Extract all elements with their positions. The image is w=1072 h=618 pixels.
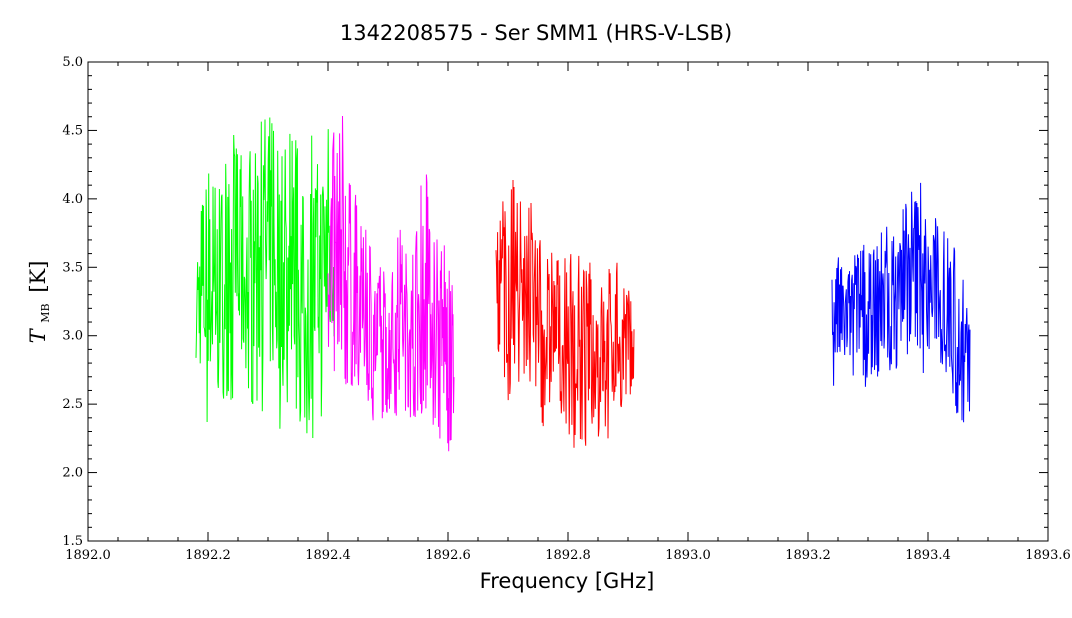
x-tick-label: 1892.0 <box>65 548 111 563</box>
y-tick-label: 5.0 <box>62 55 83 70</box>
y-tick-label: 1.5 <box>62 534 83 549</box>
x-tick-label: 1893.6 <box>1025 548 1071 563</box>
y-axis-label-main: T <box>26 327 50 343</box>
svg-text:T MB [K]: T MB [K] <box>26 261 54 344</box>
spectrum-series-3 <box>495 179 635 448</box>
y-tick-label: 3.0 <box>62 329 83 344</box>
x-tick-label: 1892.4 <box>305 548 351 563</box>
spectrum-series-2 <box>327 115 455 452</box>
x-tick-label: 1892.2 <box>185 548 231 563</box>
y-tick-label: 2.0 <box>62 466 83 481</box>
y-tick-label: 2.5 <box>62 397 83 412</box>
y-tick-label: 3.5 <box>62 260 83 275</box>
y-axis-label-unit: [K] <box>26 261 50 293</box>
y-tick-label: 4.0 <box>62 192 83 207</box>
series-layer <box>195 115 971 452</box>
x-tick-label: 1892.8 <box>545 548 591 563</box>
y-axis-label-sub: MB <box>39 303 52 322</box>
x-tick-label: 1893.4 <box>905 548 951 563</box>
y-axis-label: T MB [K] <box>26 261 54 344</box>
x-tick-label: 1893.0 <box>665 548 711 563</box>
ticks-layer: 1892.0 1892.2 1892.4 1892.6 1892.8 1893.0 1893… <box>62 55 1070 563</box>
y-tick-label: 4.5 <box>62 123 83 138</box>
x-tick-label: 1892.6 <box>425 548 471 563</box>
x-axis-label: Frequency [GHz] <box>480 569 655 593</box>
spectrum-series-1 <box>195 117 335 439</box>
chart-title: 1342208575 - Ser SMM1 (HRS-V-LSB) <box>340 21 732 45</box>
spectrum-series-4 <box>831 182 971 423</box>
x-tick-label: 1893.2 <box>785 548 831 563</box>
